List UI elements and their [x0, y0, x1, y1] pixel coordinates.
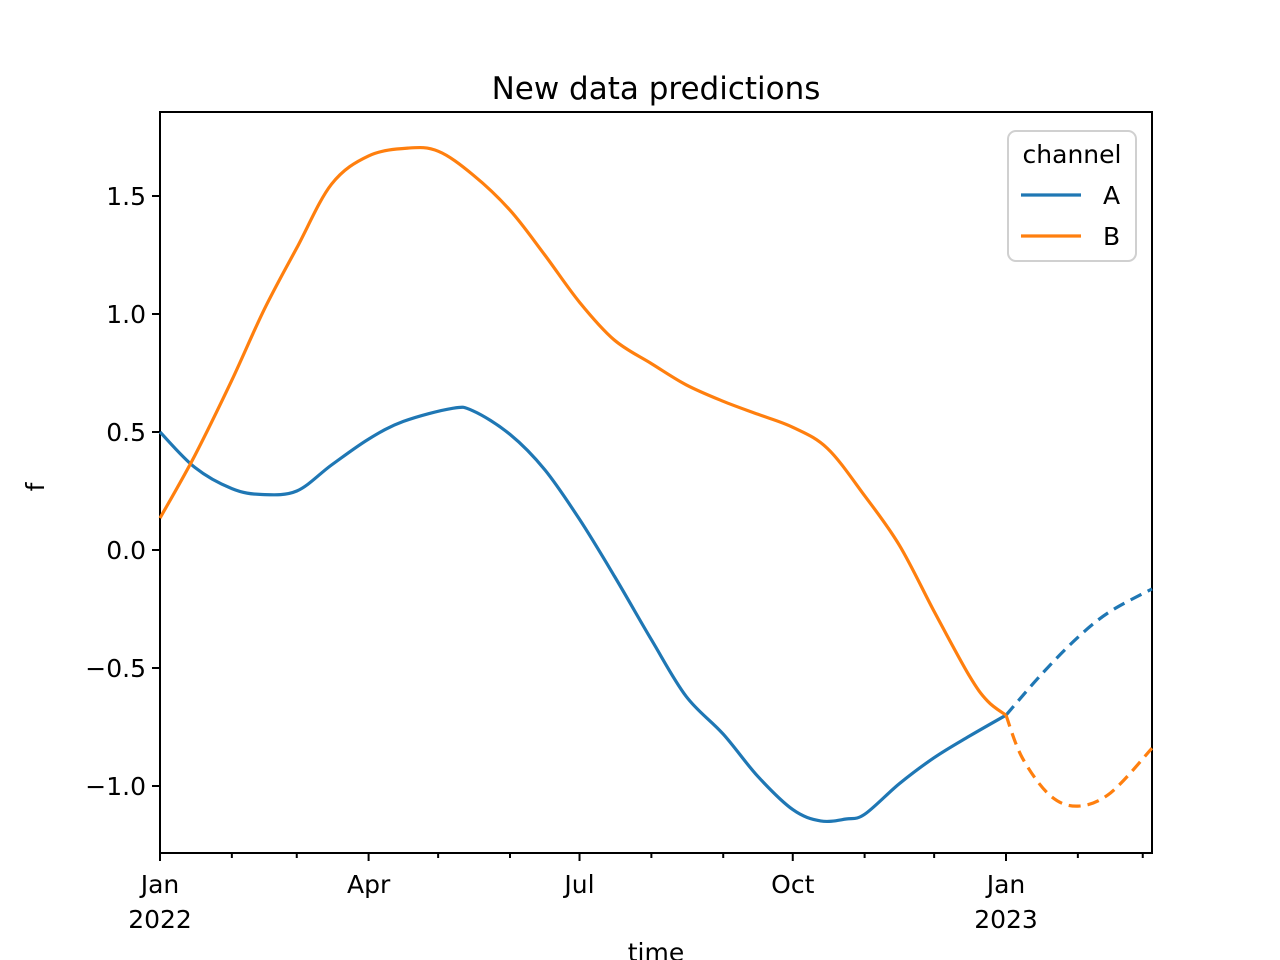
x-tick-sublabel: 2022: [128, 905, 192, 934]
y-tick-label: −0.5: [85, 654, 146, 683]
x-tick-sublabel: 2023: [974, 905, 1038, 934]
series-B-observed-line: [158, 145, 1007, 717]
chart-title: New data predictions: [492, 71, 821, 107]
plot-area: [159, 111, 1153, 854]
legend-label-a: A: [1103, 181, 1120, 210]
x-tick-label: Apr: [347, 870, 391, 899]
y-tick-label: −1.0: [85, 772, 146, 801]
y-tick-label: 1.0: [106, 300, 146, 329]
series-A-predicted-line: [1004, 587, 1153, 717]
x-tick-label: Jul: [562, 870, 594, 899]
y-tick-label: 1.5: [106, 182, 146, 211]
x-tick-label: Oct: [771, 870, 814, 899]
legend: channel A B: [1007, 130, 1137, 262]
axis-ticks: Jan 2022 Apr Jul Oct Jan 2023 −1.0 −0.5 0.0 0.5 1.0…: [85, 182, 1144, 934]
legend-title: channel: [1023, 140, 1122, 169]
series-A-observed-line: [158, 405, 1007, 824]
x-axis-label: time: [628, 938, 684, 960]
y-tick-label: 0.0: [106, 536, 146, 565]
y-axis-label: f: [21, 481, 50, 491]
x-tick-label: Jan: [985, 870, 1026, 899]
series-B-predicted-line: [1004, 714, 1154, 808]
y-tick-label: 0.5: [106, 418, 146, 447]
series-lines: [158, 145, 1154, 824]
x-tick-label: Jan: [139, 870, 180, 899]
legend-label-b: B: [1103, 222, 1120, 251]
